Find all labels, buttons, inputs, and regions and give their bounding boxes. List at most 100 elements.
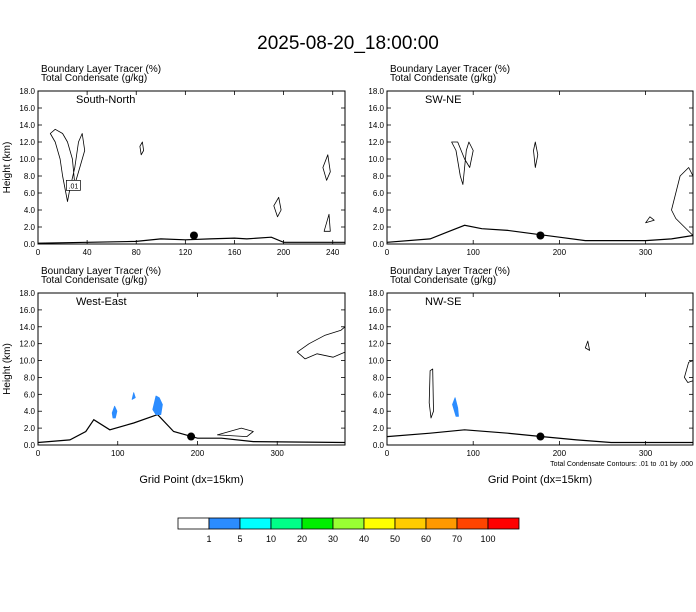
x-tick-label: 120 [179,248,193,257]
location-marker [189,231,198,240]
x-tick-label: 100 [111,449,125,458]
panel-header-condensate: Total Condensate (g/kg) [390,73,496,84]
x-axis-label: Grid Point (dx=15km) [139,474,243,486]
y-tick-label: 18.0 [368,289,384,298]
condensate-contour [323,213,331,232]
x-tick-label: 300 [639,248,653,257]
condensate-contour [645,216,655,224]
terrain-line [386,224,694,243]
y-tick-label: 2.0 [373,223,385,232]
terrain-line [37,236,345,244]
colorbar-label: 100 [480,534,495,544]
tracer-shading [111,405,118,419]
contour-footnote: Total Condensate Contours: .01 to .01 by… [550,461,693,468]
y-tick-label: 12.0 [19,340,35,349]
panel-header-condensate: Total Condensate (g/kg) [390,275,496,286]
y-tick-label: 6.0 [373,390,385,399]
condensate-contour [296,326,346,360]
tracer-shading [452,397,459,417]
y-tick-label: 6.0 [24,390,36,399]
contour-label-box [66,180,81,191]
y-axis-label: Height (km) [2,142,13,194]
condensate-contour [533,141,539,168]
colorbar-swatch [425,517,458,530]
contour-label: .01 [69,183,79,190]
x-tick-label: 200 [553,248,567,257]
y-tick-label: 0.0 [373,441,385,450]
x-tick-label: 200 [553,449,567,458]
panel-header-tracer: Boundary Layer Tracer (%) [41,64,161,75]
condensate-contour [273,196,282,218]
condensate-contour [139,141,144,156]
plot-frame [37,292,346,446]
y-tick-label: 18.0 [19,289,35,298]
panels: Boundary Layer Tracer (%)Total Condensat… [2,64,694,486]
condensate-contour [584,340,590,351]
colorbar-swatch [208,517,241,530]
condensate-contour [428,368,434,419]
terrain-line [37,413,346,444]
panel-label: NW-SE [425,296,461,308]
y-tick-label: 0.0 [373,240,385,249]
panel-nw-se: Boundary Layer Tracer (%)Total Condensat… [368,266,694,486]
figure-title: 2025-08-20_18:00:00 [257,33,439,54]
x-tick-label: 0 [36,449,41,458]
y-tick-label: 14.0 [368,121,384,130]
y-tick-label: 12.0 [19,138,35,147]
y-tick-label: 4.0 [373,206,385,215]
y-tick-label: 14.0 [19,323,35,332]
colorbar-swatch [487,517,520,530]
x-tick-label: 160 [228,248,242,257]
colorbar-swatch [177,517,210,530]
colorbar-label: 50 [390,534,400,544]
y-tick-label: 8.0 [24,373,36,382]
panel-label: South-North [76,94,135,106]
y-tick-label: 6.0 [373,189,385,198]
y-tick-label: 14.0 [19,121,35,130]
y-tick-label: 4.0 [24,407,36,416]
colorbar-swatch [363,517,396,530]
x-tick-label: 40 [83,248,92,257]
y-tick-label: 2.0 [373,424,385,433]
y-axis-label: Height (km) [2,343,13,395]
x-tick-label: 0 [385,449,390,458]
y-tick-label: 10.0 [368,155,384,164]
y-tick-label: 12.0 [368,138,384,147]
colorbar-label: 1 [206,534,211,544]
x-tick-label: 0 [385,248,390,257]
y-tick-label: 2.0 [24,424,36,433]
colorbar-label: 60 [421,534,431,544]
y-tick-label: 4.0 [24,206,36,215]
colorbar-swatch [270,517,303,530]
colorbar-label: 40 [359,534,369,544]
condensate-contour [671,167,694,236]
x-tick-label: 100 [467,449,481,458]
y-tick-label: 2.0 [24,223,36,232]
x-axis-label: Grid Point (dx=15km) [488,474,592,486]
colorbar-label: 20 [297,534,307,544]
colorbar-label: 30 [328,534,338,544]
panel-header-condensate: Total Condensate (g/kg) [41,275,147,286]
y-tick-label: 18.0 [368,87,384,96]
tracer-shading [131,392,136,400]
colorbar-label: 5 [237,534,242,544]
colorbar-label: 70 [452,534,462,544]
location-marker [187,432,196,441]
y-tick-label: 8.0 [24,172,36,181]
panel-south-north: Boundary Layer Tracer (%)Total Condensat… [2,64,346,257]
x-tick-label: 100 [467,248,481,257]
condensate-contour [684,360,694,383]
y-tick-label: 18.0 [19,87,35,96]
y-tick-label: 4.0 [373,407,385,416]
colorbar: 1 5 10 20 30 40 50 60 70 100 [177,517,520,544]
plot-frame [386,90,694,245]
panel-header-tracer: Boundary Layer Tracer (%) [390,64,510,75]
panel-west-east: Boundary Layer Tracer (%)Total Condensat… [2,266,346,486]
x-tick-label: 0 [36,248,41,257]
condensate-contour [451,141,474,185]
y-tick-label: 8.0 [373,373,385,382]
colorbar-swatch [394,517,427,530]
location-marker [536,231,545,240]
y-tick-label: 10.0 [19,357,35,366]
